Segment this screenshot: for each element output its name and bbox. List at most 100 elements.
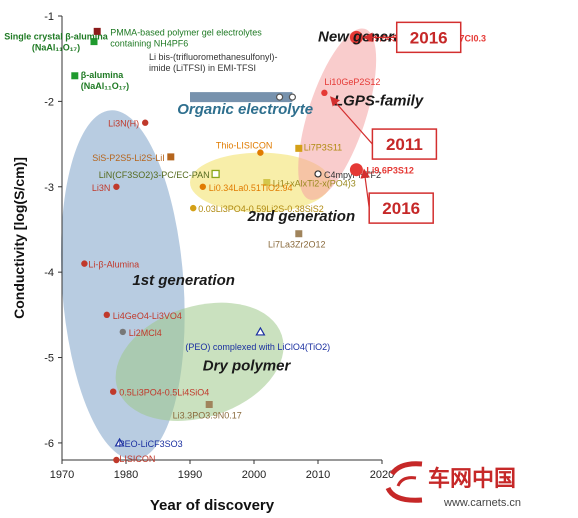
region-label: Dry polymer [203,357,292,374]
callout-year: 2011 [386,135,423,154]
region-label: Organic electrolyte [177,101,313,118]
point-label: Li1+xAlxTi2-x(PO4)3 [273,179,356,189]
point-label: Li10GeP2S12 [324,77,380,87]
x-tick-label: 2010 [306,469,330,481]
point-label: Li4GeO4-Li3VO4 [113,311,182,321]
region-layer [60,28,377,460]
point-label-line: Single crystal β-alumina [4,32,109,42]
data-point [93,27,101,35]
callout-box [395,21,462,54]
point-label: (PEO) complexed with LiClO4(TiO2) [185,342,330,352]
point-label-line: (NaAl₁₁O₁₇) [32,43,80,53]
point-label: Li bis-(trifluoromethanesulfonyl)-imide … [149,52,278,73]
data-point [142,119,149,126]
data-point [263,179,271,186]
point-label: Li-β-Alumina [88,260,139,270]
point-label: PMMA-based polymer gel electrolytes conta… [110,27,262,48]
data-point [71,72,79,80]
x-tick-label: 1980 [114,469,138,481]
x-tick-label: 1990 [178,469,202,481]
data-point [349,30,363,44]
point-label: Li9.6P3S12 [366,166,414,176]
callout-arrow [330,96,373,145]
data-point [349,163,363,177]
data-point [295,230,303,238]
point-label-line: β-alumina [81,70,124,80]
region-ellipse-3 [298,28,377,200]
callout-arrow [360,168,370,209]
axes: 1970 1980 1990 2000 2010 2020 -1 -2 -3 -4 -5 -6 Year… [11,11,394,514]
y-tick-label: -2 [44,96,54,108]
data-point [90,38,98,46]
region-ellipse-2 [190,152,331,213]
data-point [321,89,328,97]
region-ellipse-1 [115,302,284,421]
callout-box [371,128,438,160]
y-tick-label: -3 [44,182,54,194]
point-label: LiN(CF3SO2)3-PC/EC-PAN [99,170,210,180]
point-label: 0.5Li3PO4-0.5Li4SiO4 [119,388,209,398]
data-point [190,204,197,212]
point-label: Li2MCl4 [129,328,162,338]
callout-year: 2016 [410,28,448,47]
point-label: SiS-P2S5-Li2S-LiI [92,153,165,163]
point-label: LISICON [119,454,155,464]
data-point [211,169,220,179]
carnets-logo-icon [385,461,423,503]
callout-box [368,192,434,224]
point-label-line: (NaAl₁₁O₁₇) [81,81,129,91]
point-label-line: containing NH4PF6 [110,38,188,48]
point-label: Li3N [92,183,111,193]
x-tick-label: 1970 [50,469,74,481]
data-point [205,401,213,408]
point-label: β-alumina (NaAl₁₁O₁₇) [81,70,129,91]
point-label: PEO-LiCF3SO3 [119,439,183,449]
point-label: Thio-LISICON [216,141,273,151]
data-point [103,311,111,319]
x-tick-label: 2020 [370,469,394,481]
x-axis-title: Year of discovery [150,497,275,514]
data-point [288,93,296,101]
data-point [113,456,120,464]
point-label: Li7La3Zr2O12 [268,240,326,250]
data-point [114,437,125,447]
data-point [295,144,303,152]
point-label: C4mpyr-NTF2 [324,170,381,180]
watermark-cn-text: 车网中国 [428,466,516,491]
callout-year: 2016 [382,199,420,218]
organic-band-rect [190,92,293,103]
y-axis-title: Conductivity [log(S/cm)] [11,157,27,319]
point-label: 0.03Li3PO4-0.59Li2S-0.38SiS2 [198,204,324,214]
point-label: Li7P3S11 [304,142,342,152]
data-point [276,93,284,101]
organic-electrolyte-band [190,92,293,103]
x-tick-label: 2000 [242,469,266,481]
point-label: Li0.34La0.51TiO2.94 [209,183,293,193]
point-label: Li3.3PO3.9N0.17 [173,411,242,421]
region-label: 1st generation [132,272,235,289]
y-tick-label: -6 [44,438,54,450]
y-tick-label: -5 [44,353,54,365]
data-point [199,183,206,190]
year-callouts: 2016 2011 2016 [330,21,462,224]
data-point [257,149,264,156]
point-label: Single crystal β-alumina (NaAl₁₁O₁₇) [4,32,109,53]
data-point [255,326,266,336]
point-label: Li3N(H) [108,119,139,129]
data-point [113,183,120,190]
region-label: 2nd generation [247,208,356,225]
watermark: 车网中国 www.carnets.cn [385,461,521,509]
point-label-line: Li bis-(trifluoromethanesulfonyl)- [149,52,278,62]
region-label: LGPS-family [334,93,424,110]
point-label-line: PMMA-based polymer gel electrolytes [110,27,262,37]
data-point [119,328,127,336]
data-point [167,153,175,161]
y-tick-label: -1 [44,11,54,23]
data-point [81,260,88,267]
watermark-url-text: www.carnets.cn [443,497,521,509]
point-label-line: imide (LiTFSI) in EMI-TFSI [149,63,256,73]
data-point [110,388,117,395]
y-tick-label: -4 [44,267,54,279]
data-point [314,170,322,178]
